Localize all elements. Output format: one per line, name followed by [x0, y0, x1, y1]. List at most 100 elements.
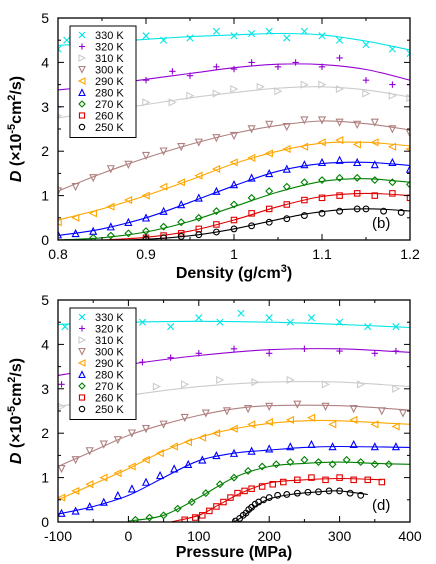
data-point [89, 174, 98, 183]
data-point [71, 213, 80, 222]
data-point [265, 205, 273, 213]
data-point [124, 217, 133, 226]
y-tick-label: 3 [41, 99, 49, 115]
data-point [216, 375, 225, 385]
data-point [113, 469, 122, 478]
data-point [405, 164, 410, 173]
data-point [388, 45, 396, 53]
data-point [251, 378, 260, 387]
data-point [286, 375, 295, 385]
data-point [58, 381, 65, 388]
data-point [335, 155, 344, 164]
data-point [274, 491, 282, 499]
y-tick-label: 0 [41, 232, 49, 248]
data-point [342, 455, 351, 464]
data-point [370, 138, 379, 147]
data-point [186, 91, 195, 100]
data-point [141, 425, 151, 434]
data-point [356, 380, 366, 389]
data-point [212, 207, 221, 216]
data-point [392, 347, 400, 355]
data-point [353, 120, 362, 129]
data-point [318, 209, 326, 217]
data-point [127, 462, 136, 471]
data-point [194, 138, 203, 147]
data-point [272, 460, 281, 469]
data-point [349, 439, 358, 449]
data-point [353, 157, 362, 167]
data-point [58, 464, 66, 474]
data-point [265, 187, 274, 196]
data-point [335, 84, 345, 94]
data-point [256, 82, 265, 91]
data-point [335, 118, 344, 127]
data-point [241, 487, 248, 495]
data-point [286, 318, 294, 326]
data-point [142, 76, 150, 84]
data-point [124, 160, 133, 169]
data-point [293, 489, 301, 497]
data-point [247, 153, 256, 162]
data-point [315, 488, 322, 496]
data-point [318, 176, 326, 185]
y-axis-label: D (×10-5cm2/s) [6, 358, 25, 464]
data-point [349, 415, 358, 424]
data-point [230, 84, 239, 94]
data-point [265, 314, 273, 322]
data-point [244, 466, 253, 475]
data-point [317, 157, 327, 167]
x-tick-label: 100 [187, 528, 211, 544]
legend-label: 280 K [95, 88, 124, 100]
data-point [364, 476, 372, 484]
data-point [234, 489, 241, 497]
data-point [159, 222, 168, 231]
y-axis-label: D (×10-5cm2/s) [6, 76, 25, 182]
data-point [314, 458, 323, 467]
data-point [391, 442, 401, 451]
data-point [138, 318, 147, 326]
y-tick-label: 1 [41, 470, 49, 486]
data-point [169, 68, 176, 75]
data-point [301, 345, 308, 353]
x-tick-label: 1 [230, 246, 238, 262]
data-point [177, 200, 186, 209]
y-tick-label: 3 [41, 381, 49, 397]
legend-marker [78, 313, 86, 321]
legend-label: 280 K [95, 370, 124, 382]
legend-marker [77, 77, 86, 85]
data-point [336, 347, 343, 355]
data-point [265, 494, 273, 502]
chart-panel-1: 0.8 0.9 1 1.1 1.2 0 1 2 3 4 5 Density (g/cm3) D (×10… [6, 10, 420, 282]
data-point [211, 429, 221, 438]
data-point [177, 218, 186, 227]
y-tick-label: 5 [41, 292, 49, 308]
data-point [370, 160, 379, 169]
data-point [212, 450, 221, 460]
x-tick-label: 0.9 [136, 246, 156, 262]
data-point [201, 409, 210, 418]
data-point [300, 116, 309, 125]
legend-marker [78, 405, 86, 413]
legend-marker [78, 100, 86, 108]
data-point [300, 178, 309, 187]
data-point [364, 323, 372, 331]
fit-line-270k [58, 178, 410, 240]
data-point [265, 444, 274, 453]
data-point [294, 476, 301, 484]
data-point [371, 192, 379, 199]
data-point [141, 191, 150, 200]
data-point [247, 420, 256, 429]
data-point [293, 400, 302, 409]
data-point [229, 424, 238, 433]
data-point [113, 436, 122, 445]
x-tick-label: 1.2 [400, 246, 420, 262]
data-point [243, 405, 253, 414]
data-point [85, 502, 94, 511]
data-point [176, 178, 185, 187]
data-point [356, 458, 365, 467]
data-point [265, 218, 273, 226]
x-tick-label: -100 [44, 528, 72, 544]
data-point [88, 209, 97, 218]
